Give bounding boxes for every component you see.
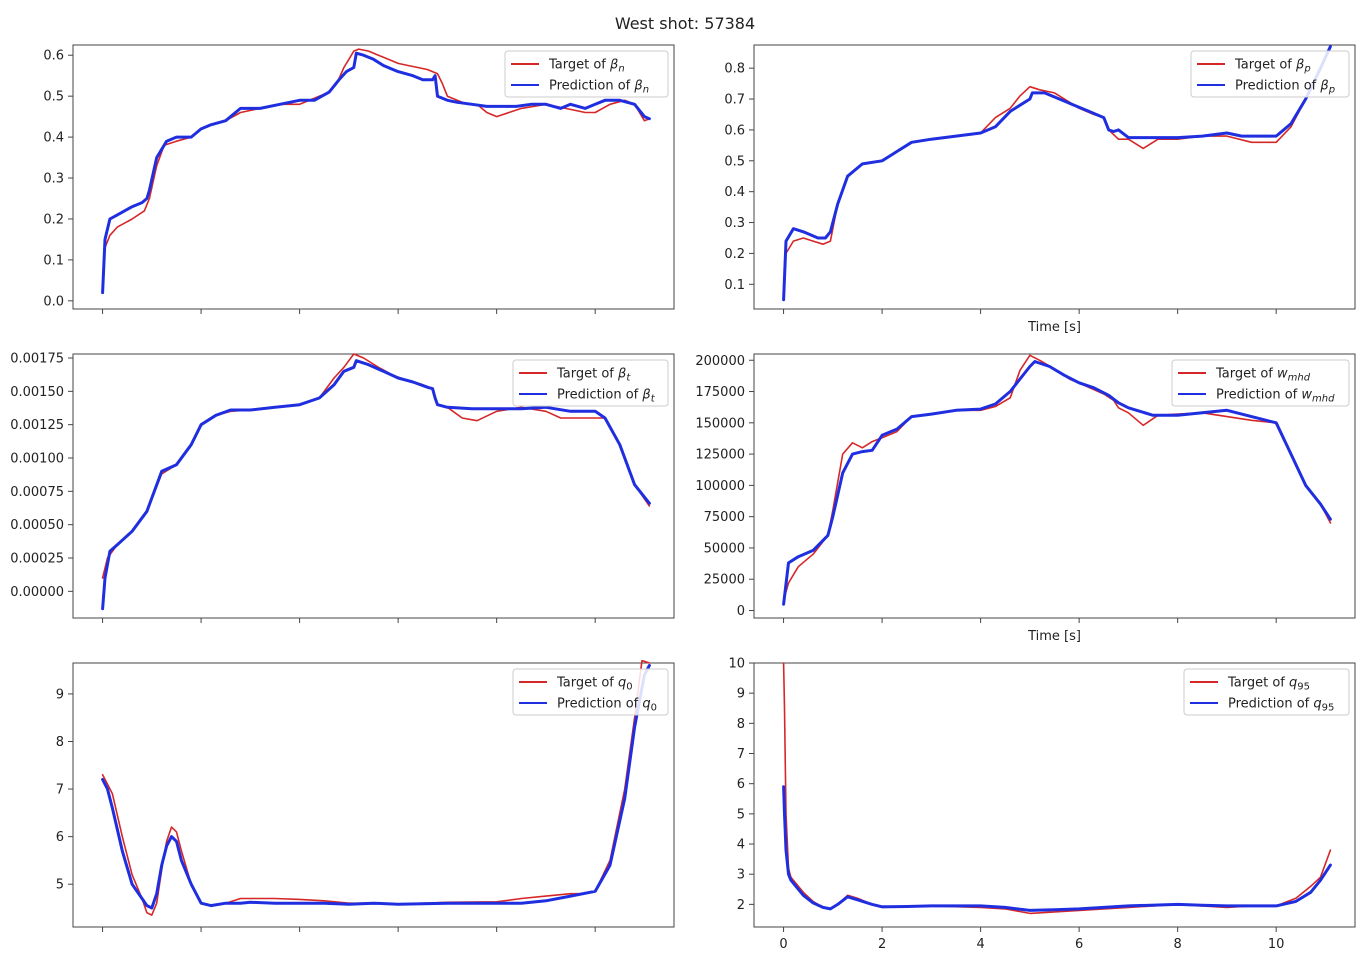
figure-title: West shot: 57384 bbox=[614, 14, 756, 33]
y-tick-label: 0.00125 bbox=[10, 418, 64, 433]
y-tick-label: 0.3 bbox=[43, 172, 64, 187]
prediction-legend-label: Prediction of wmhd bbox=[1216, 388, 1335, 405]
panel-top-left: 0.0 0.1 0.2 0.3 0.4 0.5 0.6 Target of βn Predict… bbox=[43, 44, 675, 314]
legend: Target of βp Prediction of βp bbox=[1190, 50, 1350, 98]
prediction-series-line bbox=[782, 360, 1332, 606]
target-legend-label: Target of q0 bbox=[556, 676, 633, 693]
prediction-legend-label: Prediction of q95 bbox=[1228, 697, 1334, 714]
y-tick-label: 0.00100 bbox=[10, 452, 64, 467]
prediction-legend-label: Prediction of βt bbox=[557, 388, 656, 405]
panel-bottom-left: 5 6 7 8 9 Target of q0 Prediction of q0 bbox=[56, 660, 675, 932]
y-tick-label: 0.00000 bbox=[10, 585, 64, 600]
legend: Target of q0 Prediction of q0 bbox=[512, 668, 669, 716]
target-legend-label: Target of βn bbox=[548, 58, 625, 75]
y-tick-label: 0.00175 bbox=[10, 352, 64, 367]
y-tick-label: 6 bbox=[56, 830, 64, 845]
y-tick-label: 0.1 bbox=[43, 253, 64, 268]
y-tick-label: 8 bbox=[56, 735, 64, 750]
x-tick-label: 0 bbox=[779, 937, 787, 952]
legend-box bbox=[1190, 50, 1350, 98]
y-tick-label: 0.00075 bbox=[10, 485, 64, 500]
panel-top-right: 0.1 0.2 0.3 0.4 0.5 0.6 0.7 0.8 Time [s] Target o… bbox=[724, 44, 1356, 335]
legend: Target of βt Prediction of βt bbox=[512, 359, 669, 407]
legend: Target of βn Prediction of βn bbox=[504, 50, 669, 98]
y-tick-label: 100000 bbox=[695, 479, 745, 494]
legend-box bbox=[504, 50, 669, 98]
y-tick-label: 0.1 bbox=[724, 278, 745, 293]
y-tick-label: 0.4 bbox=[43, 131, 64, 146]
panel-middle-right: 0 25000 50000 75000 100000 125000 150000 175000… bbox=[695, 353, 1356, 644]
legend-box bbox=[512, 359, 669, 407]
x-tick-label: 10 bbox=[1268, 937, 1285, 952]
y-tick-label: 7 bbox=[737, 747, 745, 762]
x-axis-label: Time [s] bbox=[1027, 320, 1081, 335]
x-axis-label: Time [s] bbox=[1027, 629, 1081, 644]
y-tick-label: 7 bbox=[56, 783, 64, 798]
y-tick-label: 0.6 bbox=[724, 123, 745, 138]
y-tick-label: 0.00150 bbox=[10, 385, 64, 400]
y-tick-label: 150000 bbox=[695, 416, 745, 431]
target-legend-label: Target of wmhd bbox=[1215, 367, 1311, 384]
y-tick-label: 3 bbox=[737, 868, 745, 883]
legend: Target of wmhd Prediction of wmhd bbox=[1171, 359, 1350, 407]
y-tick-label: 9 bbox=[737, 687, 745, 702]
y-tick-label: 9 bbox=[56, 687, 64, 702]
x-tick-label: 4 bbox=[976, 937, 984, 952]
legend: Target of q95 Prediction of q95 bbox=[1183, 668, 1350, 716]
y-tick-label: 0.3 bbox=[724, 216, 745, 231]
prediction-series-line bbox=[101, 359, 651, 611]
prediction-series-line bbox=[101, 663, 651, 910]
y-tick-label: 25000 bbox=[704, 573, 745, 588]
y-tick-label: 175000 bbox=[695, 385, 745, 400]
target-legend-label: Target of βp bbox=[1234, 58, 1311, 75]
y-tick-label: 125000 bbox=[695, 448, 745, 463]
y-tick-label: 0.00050 bbox=[10, 518, 64, 533]
y-tick-label: 10 bbox=[728, 657, 745, 672]
legend-box bbox=[1183, 668, 1350, 716]
x-tick-label: 6 bbox=[1075, 937, 1083, 952]
y-tick-label: 5 bbox=[737, 807, 745, 822]
y-tick-label: 2 bbox=[737, 898, 745, 913]
y-tick-label: 200000 bbox=[695, 354, 745, 369]
prediction-legend-label: Prediction of βp bbox=[1235, 79, 1335, 96]
panel-middle-left: 0.00000 0.00025 0.00050 0.00075 0.00100 0.001… bbox=[10, 352, 675, 623]
y-tick-label: 0.8 bbox=[724, 62, 745, 77]
legend-box bbox=[512, 668, 669, 716]
y-tick-label: 0.5 bbox=[724, 154, 745, 169]
prediction-legend-label: Prediction of q0 bbox=[557, 697, 657, 714]
x-tick-label: 2 bbox=[878, 937, 886, 952]
target-legend-label: Target of βt bbox=[556, 367, 631, 384]
y-tick-label: 0.4 bbox=[724, 185, 745, 200]
y-tick-label: 0.00025 bbox=[10, 552, 64, 567]
y-tick-label: 6 bbox=[737, 777, 745, 792]
y-tick-label: 0.2 bbox=[43, 212, 64, 227]
y-tick-label: 4 bbox=[737, 838, 745, 853]
legend-box bbox=[1171, 359, 1350, 407]
target-legend-label: Target of q95 bbox=[1227, 676, 1310, 693]
y-tick-label: 0.0 bbox=[43, 294, 64, 309]
prediction-legend-label: Prediction of βn bbox=[549, 79, 649, 96]
y-tick-label: 0.5 bbox=[43, 90, 64, 105]
y-tick-label: 0.2 bbox=[724, 247, 745, 262]
panel-bottom-right: 2 3 4 5 6 7 8 9 10 0 2 4 6 8 10 Target of q95 Prediction… bbox=[728, 657, 1356, 952]
y-tick-label: 50000 bbox=[704, 541, 745, 556]
prediction-series-line bbox=[101, 51, 651, 295]
prediction-series-line bbox=[782, 785, 1332, 912]
y-tick-label: 0.6 bbox=[43, 49, 64, 64]
y-tick-label: 8 bbox=[737, 717, 745, 732]
y-tick-label: 0 bbox=[737, 604, 745, 619]
y-tick-label: 5 bbox=[56, 878, 64, 893]
target-series-line bbox=[782, 354, 1332, 602]
y-tick-label: 0.7 bbox=[724, 93, 745, 108]
x-tick-label: 8 bbox=[1174, 937, 1182, 952]
prediction-series-line bbox=[782, 45, 1332, 302]
y-tick-label: 75000 bbox=[704, 510, 745, 525]
